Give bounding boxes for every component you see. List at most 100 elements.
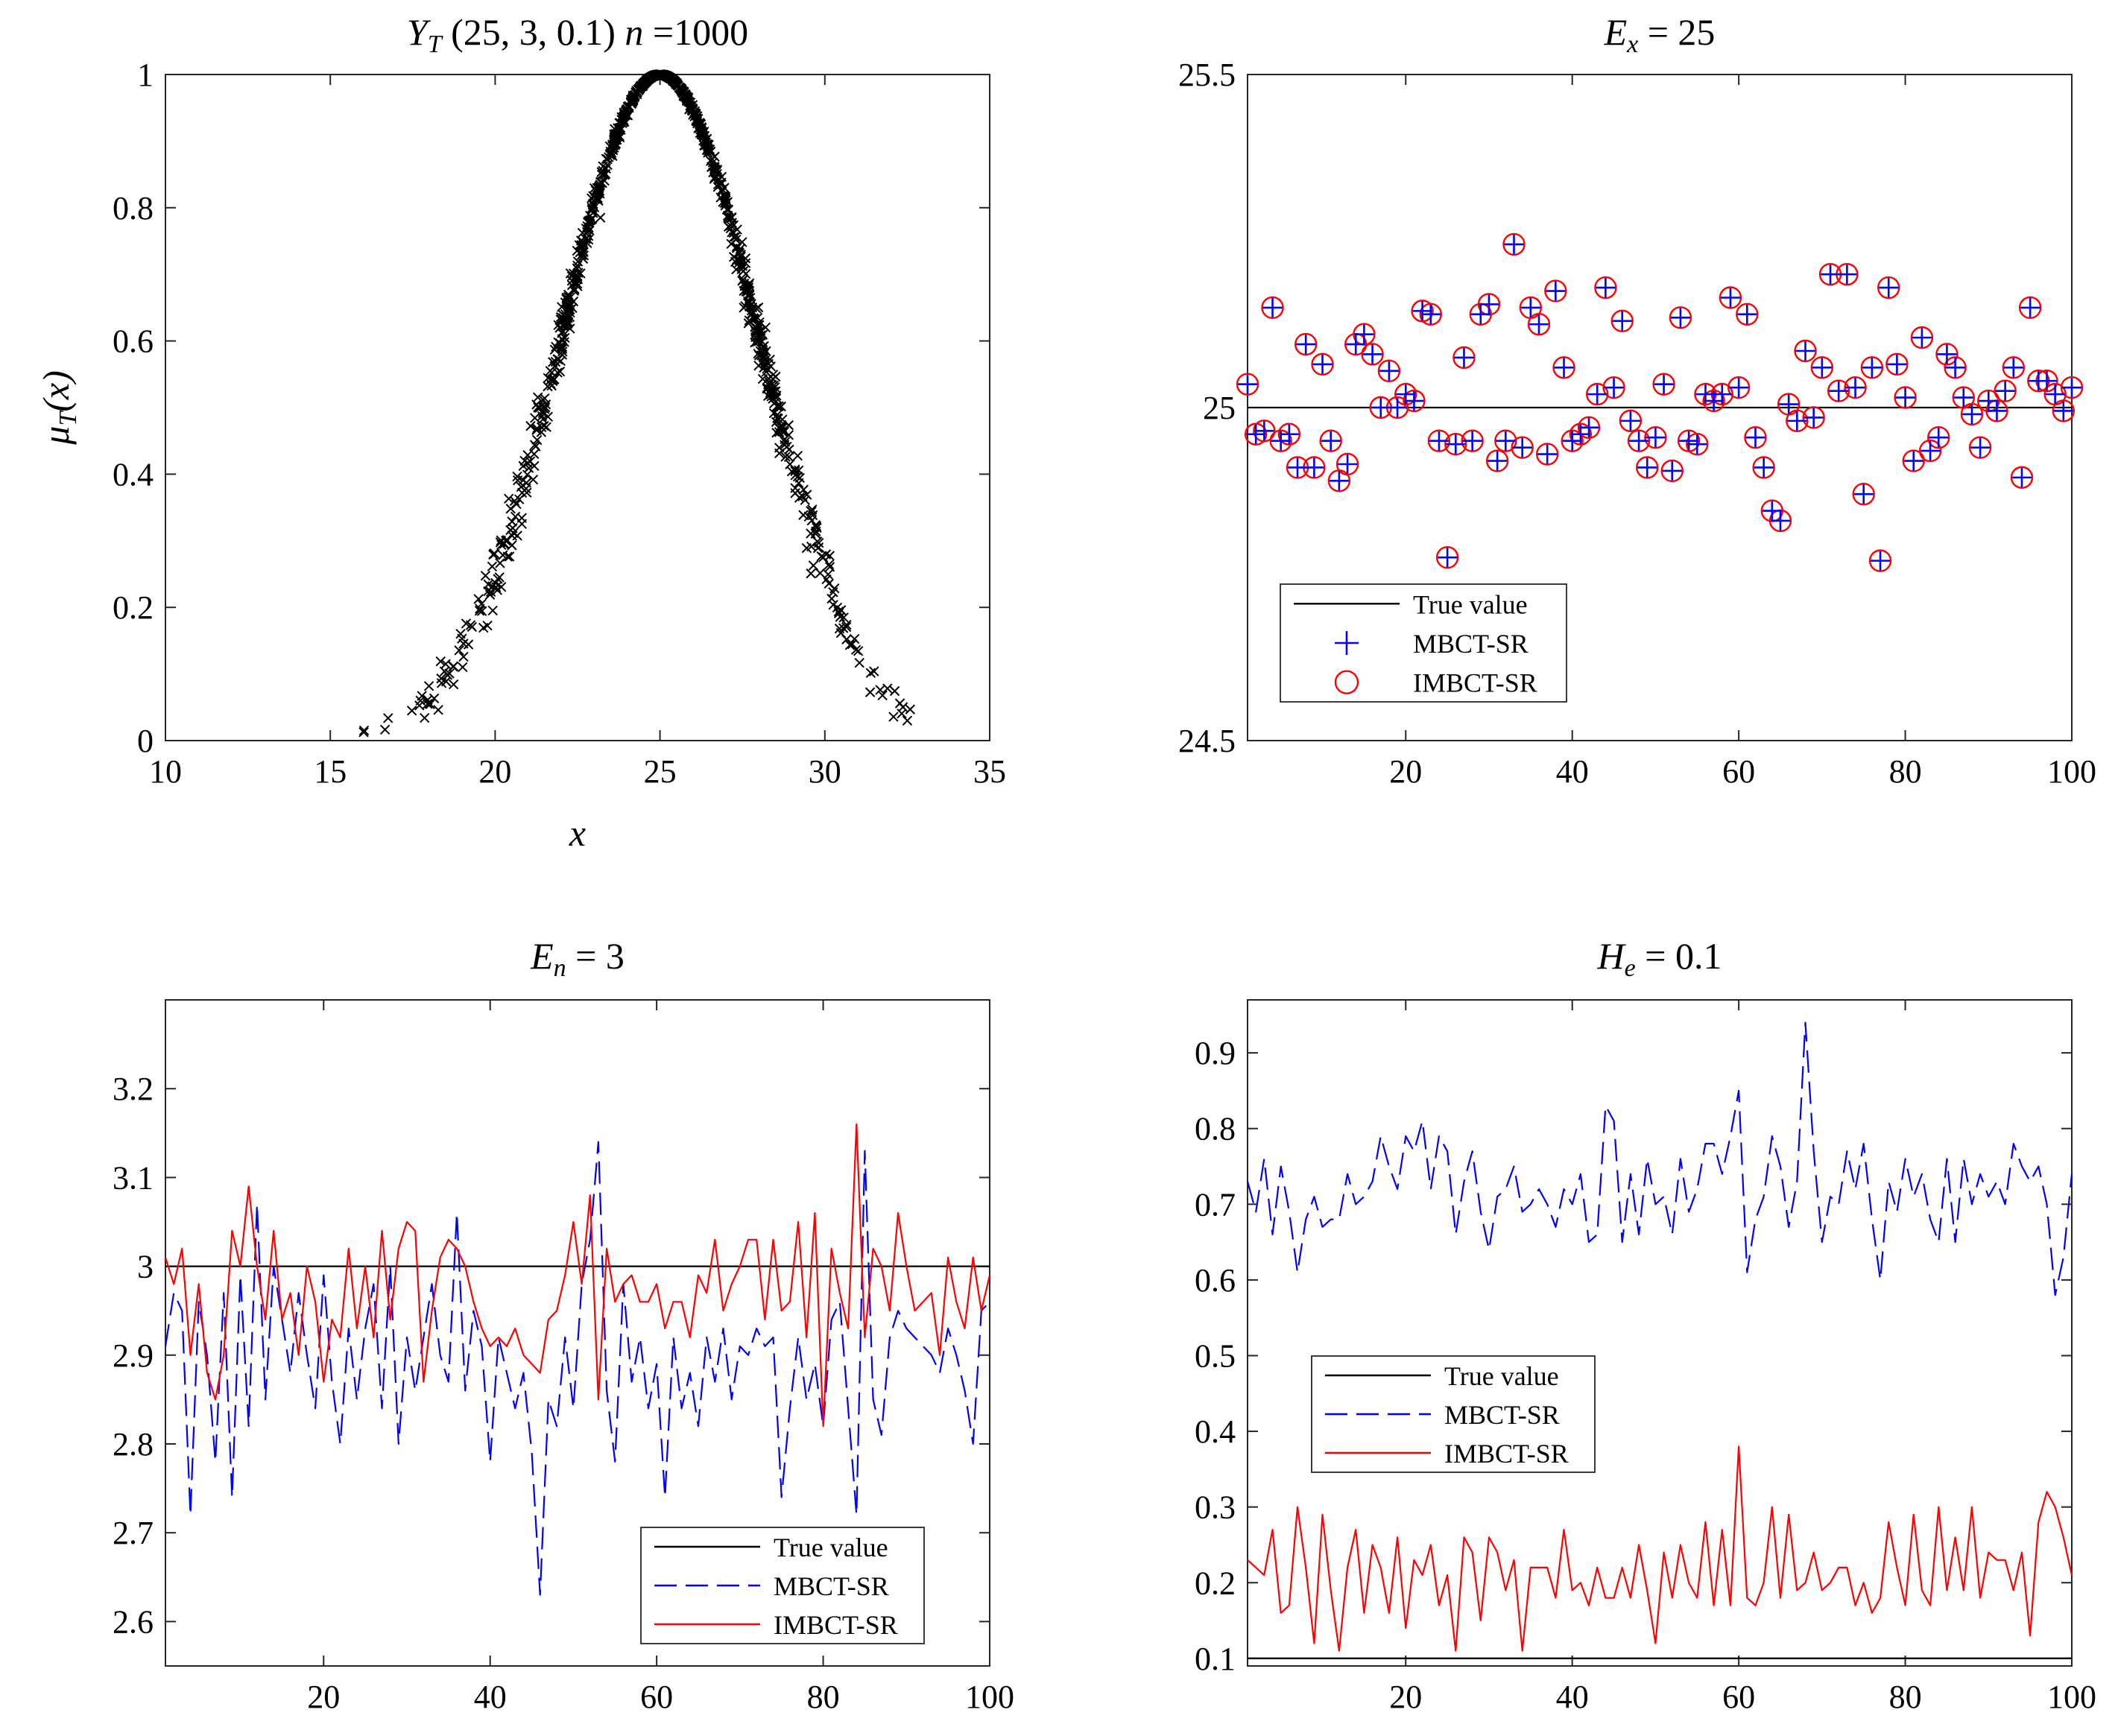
data-point-x [739, 302, 749, 313]
data-point-mbct-sr [1429, 431, 1449, 451]
legend: True value MBCT-SR IMBCT-SR [640, 1527, 925, 1644]
data-point-imbct-sr [1277, 422, 1301, 446]
data-point-mbct-sr [1987, 401, 2007, 421]
data-point-mbct-sr [1961, 404, 1982, 424]
data-point-x [444, 668, 455, 679]
data-point-imbct-sr [1827, 379, 1850, 402]
data-point-x [738, 274, 748, 285]
data-point-x [824, 551, 835, 561]
y-tick-label: 0.2 [113, 589, 154, 626]
data-point-x [882, 683, 893, 694]
y-tick-label: 0.5 [1195, 1337, 1236, 1374]
data-point-x [566, 276, 578, 286]
data-point-x [801, 542, 812, 554]
data-point-x [507, 516, 517, 527]
data-point-imbct-sr [1502, 232, 1526, 256]
data-point-x [723, 221, 734, 232]
data-point-mbct-sr [1737, 304, 1757, 324]
y-tick-label: 2.7 [113, 1515, 154, 1551]
y-tick-label: 0.4 [113, 456, 154, 492]
x-tick-label: 20 [478, 753, 511, 790]
data-point-mbct-sr [1504, 234, 1524, 254]
data-point-x [617, 118, 628, 129]
x-tick-label: 40 [474, 1679, 507, 1715]
data-point-x [712, 165, 722, 176]
data-point-x [483, 586, 493, 597]
data-point-x [780, 437, 791, 447]
data-point-x [578, 247, 589, 258]
data-point-x [645, 72, 656, 83]
x-tick-label: 40 [1556, 753, 1589, 790]
data-point-mbct-sr [1637, 457, 1657, 478]
data-point-x [414, 700, 425, 711]
data-point-x [592, 187, 604, 198]
data-point-x [854, 657, 864, 668]
data-point-mbct-sr [1420, 304, 1441, 324]
data-point-mbct-sr [1579, 417, 1599, 437]
panel-he-estimates: 20 40 60 80 100 0.1 0.2 0.3 0.4 0.5 0.6 0.7 0.8 0.9 He… [1195, 935, 2096, 1715]
data-point-x [905, 704, 915, 715]
data-point-imbct-sr [1636, 456, 1659, 479]
data-point-imbct-sr [1561, 429, 1584, 452]
data-point-mbct-sr [1745, 428, 1765, 448]
data-point-mbct-sr [1812, 358, 1832, 378]
data-point-x [706, 146, 716, 157]
data-point-x [494, 572, 505, 583]
data-point-mbct-sr [1554, 358, 1574, 378]
data-point-x [487, 561, 498, 571]
data-point-x [864, 687, 876, 697]
data-point-x [358, 727, 369, 738]
data-point-imbct-sr [1435, 545, 1459, 569]
data-point-x [743, 296, 753, 307]
data-point-x [800, 495, 811, 505]
data-point-x [824, 562, 835, 572]
data-point-imbct-sr [2052, 399, 2076, 422]
data-point-x [522, 457, 533, 469]
data-point-mbct-sr [1238, 374, 1257, 394]
data-point-mbct-sr [1895, 387, 1915, 408]
data-point-x [758, 351, 768, 362]
data-point-imbct-sr [1253, 419, 1276, 443]
data-point-mbct-sr [1937, 344, 1957, 364]
data-point-x [522, 487, 532, 498]
legend-label: MBCT-SR [774, 1571, 889, 1601]
data-point-mbct-sr [1304, 457, 1324, 478]
data-point-mbct-sr [1853, 484, 1874, 504]
data-point-x [798, 484, 809, 495]
data-point-mbct-sr [1338, 454, 1358, 474]
data-point-imbct-sr [1594, 276, 1617, 300]
data-point-x [582, 217, 593, 228]
data-point-imbct-sr [1311, 352, 1334, 376]
data-point-mbct-sr [1862, 358, 1882, 378]
x-tick-label: 40 [1556, 1679, 1589, 1715]
data-point-x [743, 318, 754, 329]
data-point-x [358, 725, 370, 736]
data-point-x [406, 706, 417, 716]
legend-swatch-mbct-sr [1335, 631, 1359, 655]
data-point-mbct-sr [1945, 358, 1965, 378]
data-point-x [627, 97, 638, 108]
data-point-mbct-sr [1687, 434, 1707, 454]
data-point-mbct-sr [1404, 391, 1424, 411]
data-point-x [774, 448, 785, 459]
data-point-mbct-sr [1970, 437, 1991, 457]
x-axis-label: x [569, 812, 586, 854]
x-tick-label: 15 [314, 753, 347, 790]
data-point-x [549, 344, 560, 355]
data-point-mbct-sr [1612, 311, 1632, 331]
data-point-x [768, 408, 780, 419]
data-point-x [534, 402, 545, 413]
data-point-mbct-sr [1837, 264, 1857, 285]
data-point-imbct-sr [1494, 429, 1517, 452]
data-point-mbct-sr [1312, 354, 1333, 374]
data-point-mbct-sr [1587, 384, 1608, 405]
data-point-imbct-sr [1744, 426, 1767, 449]
data-point-mbct-sr [1362, 344, 1382, 364]
chart-title: He = 0.1 [1597, 935, 1722, 982]
data-point-mbct-sr [1921, 441, 1941, 461]
data-point-x [811, 526, 821, 536]
data-point-x [423, 698, 433, 709]
data-point-x [780, 434, 790, 445]
y-tick-label: 25.5 [1178, 57, 1236, 93]
